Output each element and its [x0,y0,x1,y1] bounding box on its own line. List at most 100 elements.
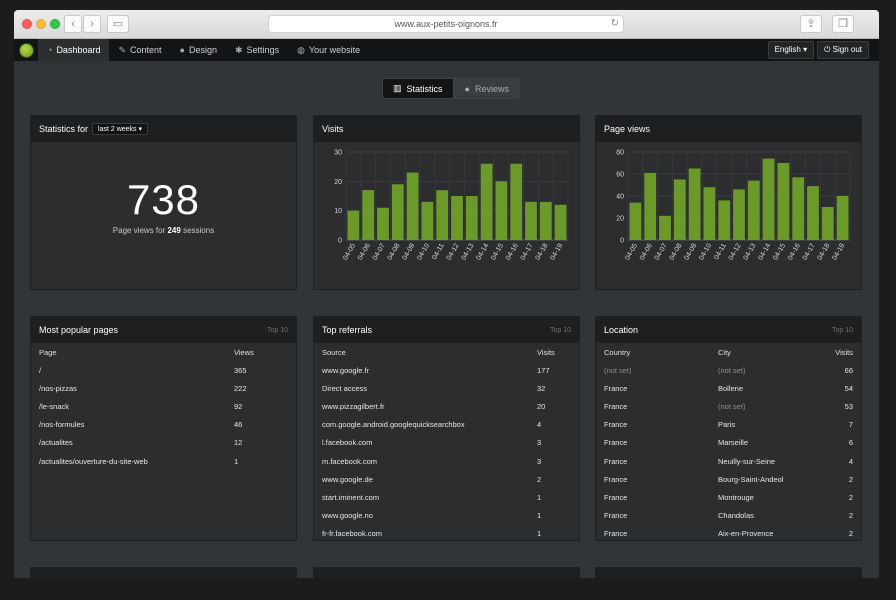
browser-window: ‹ › ▭ www.aux-petits-oignons.fr ↻ ⇪ ❐ ◔ … [14,10,879,578]
visits-cell: 6 [848,438,853,448]
page-cell: /nos-formules [39,420,85,430]
pencil-icon: ✎ [118,44,127,55]
nav-content[interactable]: ✎ Content [109,39,170,61]
table-row[interactable]: France Marseille 6 [596,434,861,452]
visits-cell: 3 [537,456,542,466]
views-cell: 92 [234,401,243,411]
table-row[interactable]: /nos-pizzas 222 [31,379,296,397]
sidebar-button[interactable]: ▭ [107,15,129,33]
bar [688,168,701,240]
tab-statistics[interactable]: ▥ Statistics [382,78,454,99]
y-tick-label: 30 [334,150,342,157]
table-row[interactable]: /nos-formules 46 [31,416,296,434]
x-tick-label: 04-18 [535,242,550,261]
table-row[interactable]: www.google.no 1 [314,507,579,525]
tab-reviews[interactable]: ● Reviews [453,78,520,99]
table-row[interactable]: France Aix-en-Provence 2 [596,525,861,543]
country-cell: France [604,420,628,430]
minimize-window-button[interactable] [36,19,46,29]
x-tick-label: 04-07 [372,242,387,261]
x-tick-label: 04-07 [654,242,669,261]
referrals-tag: Top 10 [549,326,571,334]
summary-header: Statistics for last 2 weeks ▾ [31,116,296,142]
x-tick-label: 04-11 [431,242,446,261]
source-cell: start.iminent.com [322,492,380,502]
table-row[interactable]: com.google.android.googlequicksearchbox 4 [314,416,579,434]
pageviews-title: Page views [604,124,651,134]
language-dropdown[interactable]: English ▾ [767,41,815,59]
x-tick-label: 04-11 [713,242,728,261]
table-row[interactable]: /actualites 12 [31,434,296,452]
x-tick-label: 04-09 [683,242,698,261]
table-row[interactable]: fr-fr.facebook.com 1 [314,525,579,543]
bar [347,210,360,240]
table-row[interactable]: /actualites/ouverture-du-site-web 1 [31,452,296,470]
share-button[interactable]: ⇪ [800,15,822,33]
location-header: Location Top 10 [596,317,861,343]
table-row[interactable]: France Montrouge 2 [596,488,861,506]
forward-button[interactable]: › [83,15,101,33]
bar [539,201,552,240]
table-row[interactable]: France Chandolas 2 [596,507,861,525]
table-row[interactable]: /le-snack 92 [31,397,296,415]
source-cell: com.google.android.googlequicksearchbox [322,420,465,430]
popular-title: Most popular pages [39,325,119,335]
pageviews-total: 738 [126,176,201,223]
x-tick-label: 04-12 [446,242,461,261]
tabs-button[interactable]: ❐ [832,15,854,33]
back-button[interactable]: ‹ [64,15,82,33]
table-row[interactable]: start.iminent.com 1 [314,488,579,506]
nav-your-website[interactable]: ◍ Your website [288,39,369,61]
signout-label: Sign out [832,45,862,54]
signout-button[interactable]: ⏻ Sign out [817,41,869,59]
close-window-button[interactable] [22,19,32,29]
table-row[interactable]: / 365 [31,361,296,379]
logo[interactable] [14,39,38,61]
x-tick-label: 04-08 [387,242,402,261]
views-cell: 365 [234,365,247,375]
nav-dashboard[interactable]: ◔ Dashboard [38,39,110,61]
y-tick-label: 0 [620,238,624,245]
address-bar[interactable]: www.aux-petits-oignons.fr ↻ [268,15,624,33]
location-tag: Top 10 [831,326,853,334]
bar [480,163,493,240]
source-cell: www.google.fr [322,365,370,375]
table-row[interactable]: (not set) (not set) 66 [596,361,861,379]
period-dropdown[interactable]: last 2 weeks ▾ [92,123,149,135]
visits-cell: 20 [537,401,546,411]
bar [762,158,775,240]
col-views: Views [234,347,254,357]
bar [644,172,657,240]
caret-down-icon: ▾ [803,45,808,54]
safari-toolbar: ‹ › ▭ www.aux-petits-oignons.fr ↻ ⇪ ❐ [14,10,879,39]
visits-cell: 2 [848,511,853,521]
table-row[interactable]: Direct access 32 [314,379,579,397]
source-cell: Direct access [322,383,368,393]
table-row[interactable]: France (not set) 53 [596,397,861,415]
table-row[interactable]: France Bourg-Saint-Andeol 2 [596,470,861,488]
country-cell: France [604,511,628,521]
table-row[interactable]: www.google.de 2 [314,470,579,488]
col-page: Page [39,347,57,357]
visits-cell: 1 [537,492,542,502]
table-row[interactable]: France Bollene 54 [596,379,861,397]
x-tick-label: 04-10 [416,242,431,261]
app-navbar: ◔ Dashboard ✎ Content ● Design ✱ Setting… [14,39,879,61]
table-row[interactable]: l.facebook.com 3 [314,434,579,452]
zoom-window-button[interactable] [50,19,60,29]
caret-down-icon: ▾ [138,126,143,133]
table-row[interactable]: www.pizzagilbert.fr 20 [314,397,579,415]
table-row[interactable]: www.google.fr 177 [314,361,579,379]
visits-cell: 4 [537,420,542,430]
nav-design[interactable]: ● Design [171,39,226,61]
table-row[interactable]: France Paris 7 [596,416,861,434]
bar [377,207,389,240]
nav-settings[interactable]: ✱ Settings [226,39,288,61]
reload-icon[interactable]: ↻ [610,18,619,29]
table-row[interactable]: France Neuilly-sur-Seine 4 [596,452,861,470]
bar [807,186,819,240]
globe-icon: ◍ [297,44,305,55]
table-row[interactable]: m.facebook.com 3 [314,452,579,470]
bar [629,202,642,240]
popular-pages-panel: Most popular pages Top 10 Page Views / 36… [30,316,297,541]
